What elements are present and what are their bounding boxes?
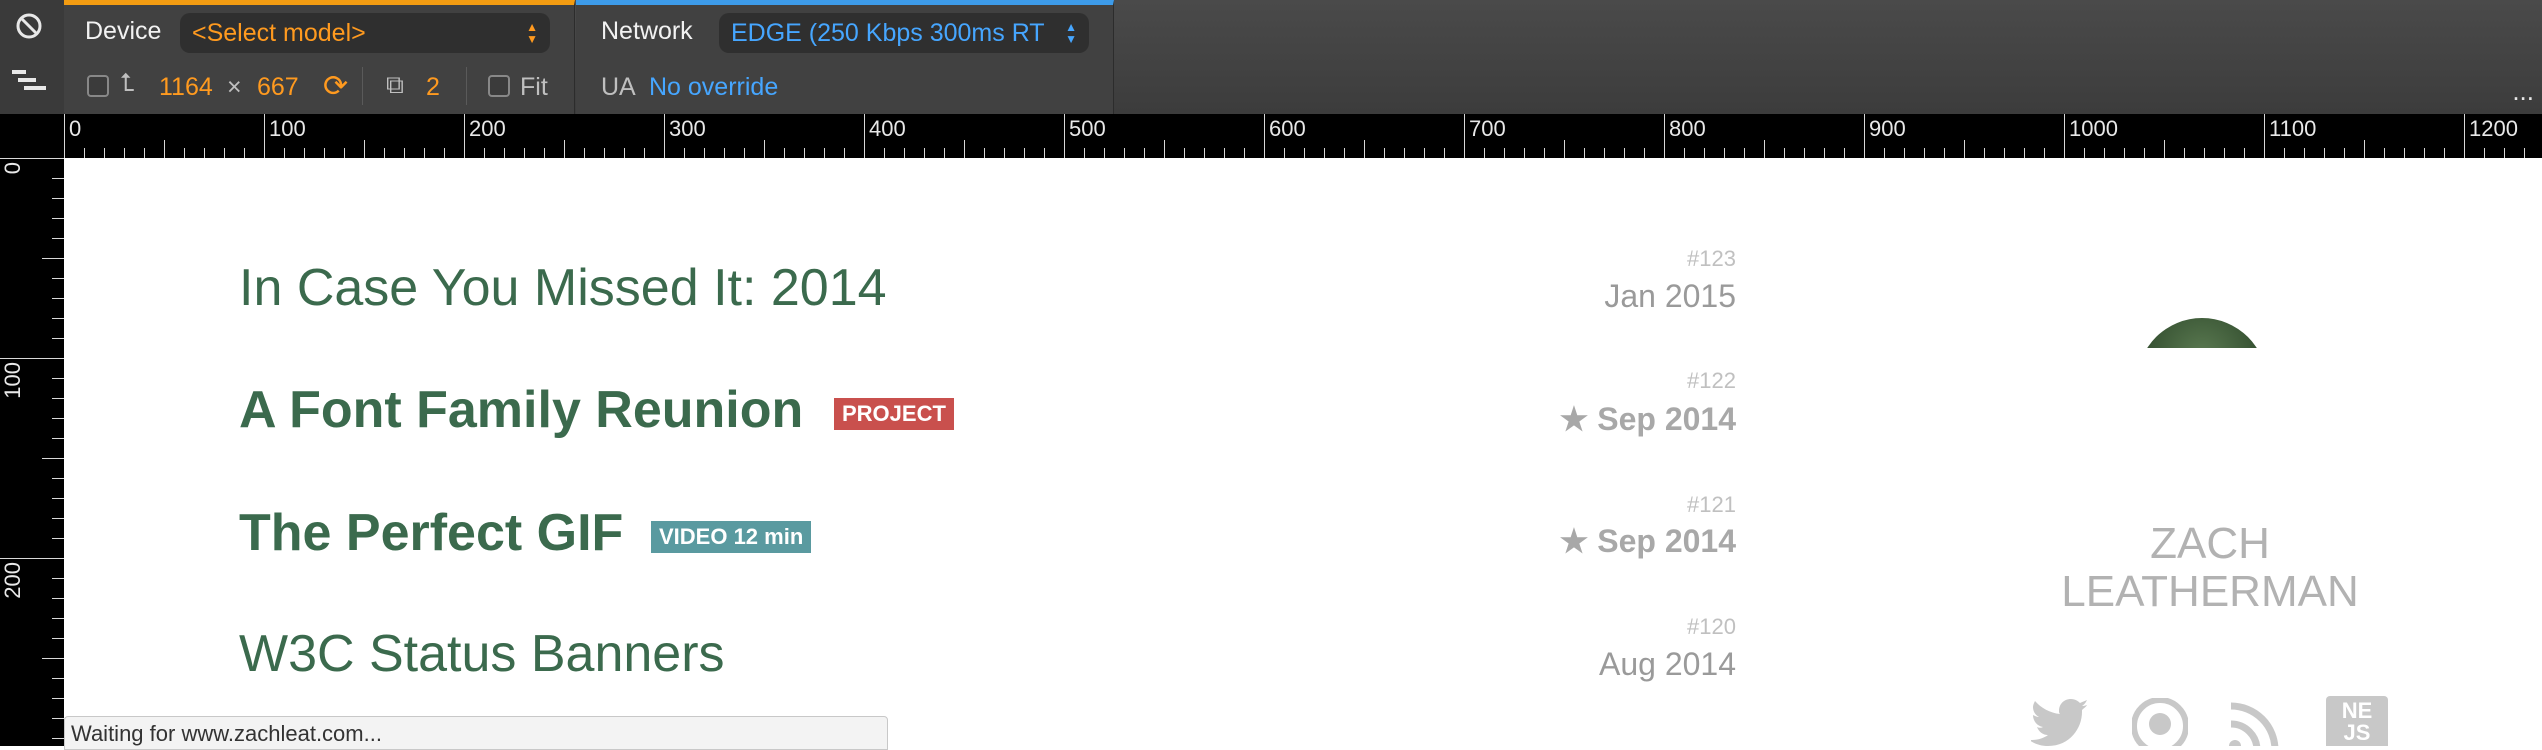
ruler-label: 500 — [1069, 116, 1106, 141]
post-number: #121 — [1687, 492, 1736, 517]
avatar — [2137, 318, 2267, 348]
device-emulate-checkbox[interactable] — [87, 75, 109, 97]
device-pixel-ratio-icon: ⧉ — [386, 71, 404, 99]
block-icon[interactable] — [13, 10, 45, 50]
device-width-input[interactable]: 1164 — [159, 73, 213, 101]
post-title-link[interactable]: W3C Status Banners — [239, 625, 725, 683]
author-first-name: ZACH — [2150, 519, 2270, 568]
github-icon[interactable] — [2131, 697, 2189, 746]
ruler-label: 0 — [0, 162, 25, 174]
ruler-label: 400 — [869, 116, 906, 141]
status-text: Waiting for www.zachleat.com... — [71, 721, 382, 746]
video-tag: VIDEO 12 min — [651, 521, 812, 553]
swap-dimensions-icon[interactable]: ⟳ — [323, 70, 349, 103]
ruler-label: 1200 — [2469, 116, 2518, 141]
author-name: ZACH LEATHERMAN — [1960, 520, 2460, 616]
more-options-icon[interactable]: ... — [2512, 76, 2534, 106]
project-tag: PROJECT — [834, 398, 954, 430]
ruler-label: 100 — [269, 116, 306, 141]
post-date: ★ Sep 2014 — [1559, 401, 1736, 437]
network-label: Network — [601, 17, 693, 45]
nebraska-js-icon[interactable]: NE JS — [2326, 696, 2388, 746]
device-model-select[interactable]: <Select model> ▲ ▼ — [180, 13, 550, 53]
device-emulation-toolbar: Device <Select model> ▲ ▼ ⮤ 1164 × 667 ⟳ … — [0, 0, 2542, 114]
device-label: Device — [85, 17, 162, 45]
vertical-ruler: 0 100 200 — [0, 114, 64, 746]
ruler-label: 100 — [0, 362, 25, 399]
post-number: #123 — [1687, 246, 1736, 271]
rss-icon[interactable] — [2227, 698, 2283, 746]
select-arrows-icon: ▲ ▼ — [1065, 20, 1077, 46]
ruler-label: 900 — [1869, 116, 1906, 141]
drawer-toggle-icon[interactable] — [12, 68, 46, 102]
author-last-name: LEATHERMAN — [2061, 567, 2359, 616]
ruler-label: 300 — [669, 116, 706, 141]
post-number: #120 — [1687, 614, 1736, 639]
ruler-label: 700 — [1469, 116, 1506, 141]
post-title-link[interactable]: In Case You Missed It: 2014 — [239, 259, 887, 317]
post-date: Jan 2015 — [1604, 278, 1736, 314]
nejs-badge-text: NE JS — [2341, 698, 2373, 745]
device-pixel-ratio-input[interactable]: 2 — [426, 73, 440, 101]
ruler-label: 200 — [469, 116, 506, 141]
divider — [362, 67, 363, 105]
ruler-label: 600 — [1269, 116, 1306, 141]
resolution-icon: ⮤ — [120, 69, 135, 97]
post-date: Aug 2014 — [1598, 646, 1736, 682]
dimension-separator: × — [227, 73, 242, 101]
ruler-label: 800 — [1669, 116, 1706, 141]
post-title-link[interactable]: A Font Family Reunion — [239, 381, 804, 439]
fit-checkbox[interactable] — [488, 75, 510, 97]
network-throttle-select[interactable]: EDGE (250 Kbps 300ms RT ▲ ▼ — [719, 13, 1089, 53]
ua-override-input[interactable]: No override — [649, 73, 779, 101]
fit-label: Fit — [520, 73, 548, 101]
twitter-icon[interactable] — [2029, 698, 2091, 746]
post-date: ★ Sep 2014 — [1559, 523, 1736, 559]
post-title-link[interactable]: The Perfect GIF — [239, 504, 624, 562]
status-bar: Waiting for www.zachleat.com... — [64, 716, 888, 750]
page-viewport: In Case You Missed It: 2014 #123 Jan 201… — [64, 158, 2542, 746]
divider — [466, 67, 467, 105]
device-model-value: <Select model> — [192, 19, 366, 47]
horizontal-ruler: 0 100 200 300 400 500 600 700 800 900 1000 1100 1200 — [64, 114, 2542, 158]
post-number: #122 — [1687, 368, 1736, 393]
ruler-label: 1000 — [2069, 116, 2118, 141]
network-throttle-value: EDGE (250 Kbps 300ms RT — [731, 19, 1045, 47]
ruler-label: 200 — [0, 562, 25, 599]
select-arrows-icon: ▲ ▼ — [526, 20, 538, 46]
device-height-input[interactable]: 667 — [257, 73, 299, 101]
ua-label: UA — [601, 73, 636, 101]
ruler-label: 0 — [69, 116, 81, 141]
ruler-label: 1100 — [2269, 116, 2316, 141]
device-panel: Device <Select model> ▲ ▼ ⮤ 1164 × 667 ⟳ … — [64, 0, 575, 114]
toolbar-left-rail — [0, 0, 65, 114]
network-panel: Network EDGE (250 Kbps 300ms RT ▲ ▼ UA No… — [576, 0, 1114, 114]
